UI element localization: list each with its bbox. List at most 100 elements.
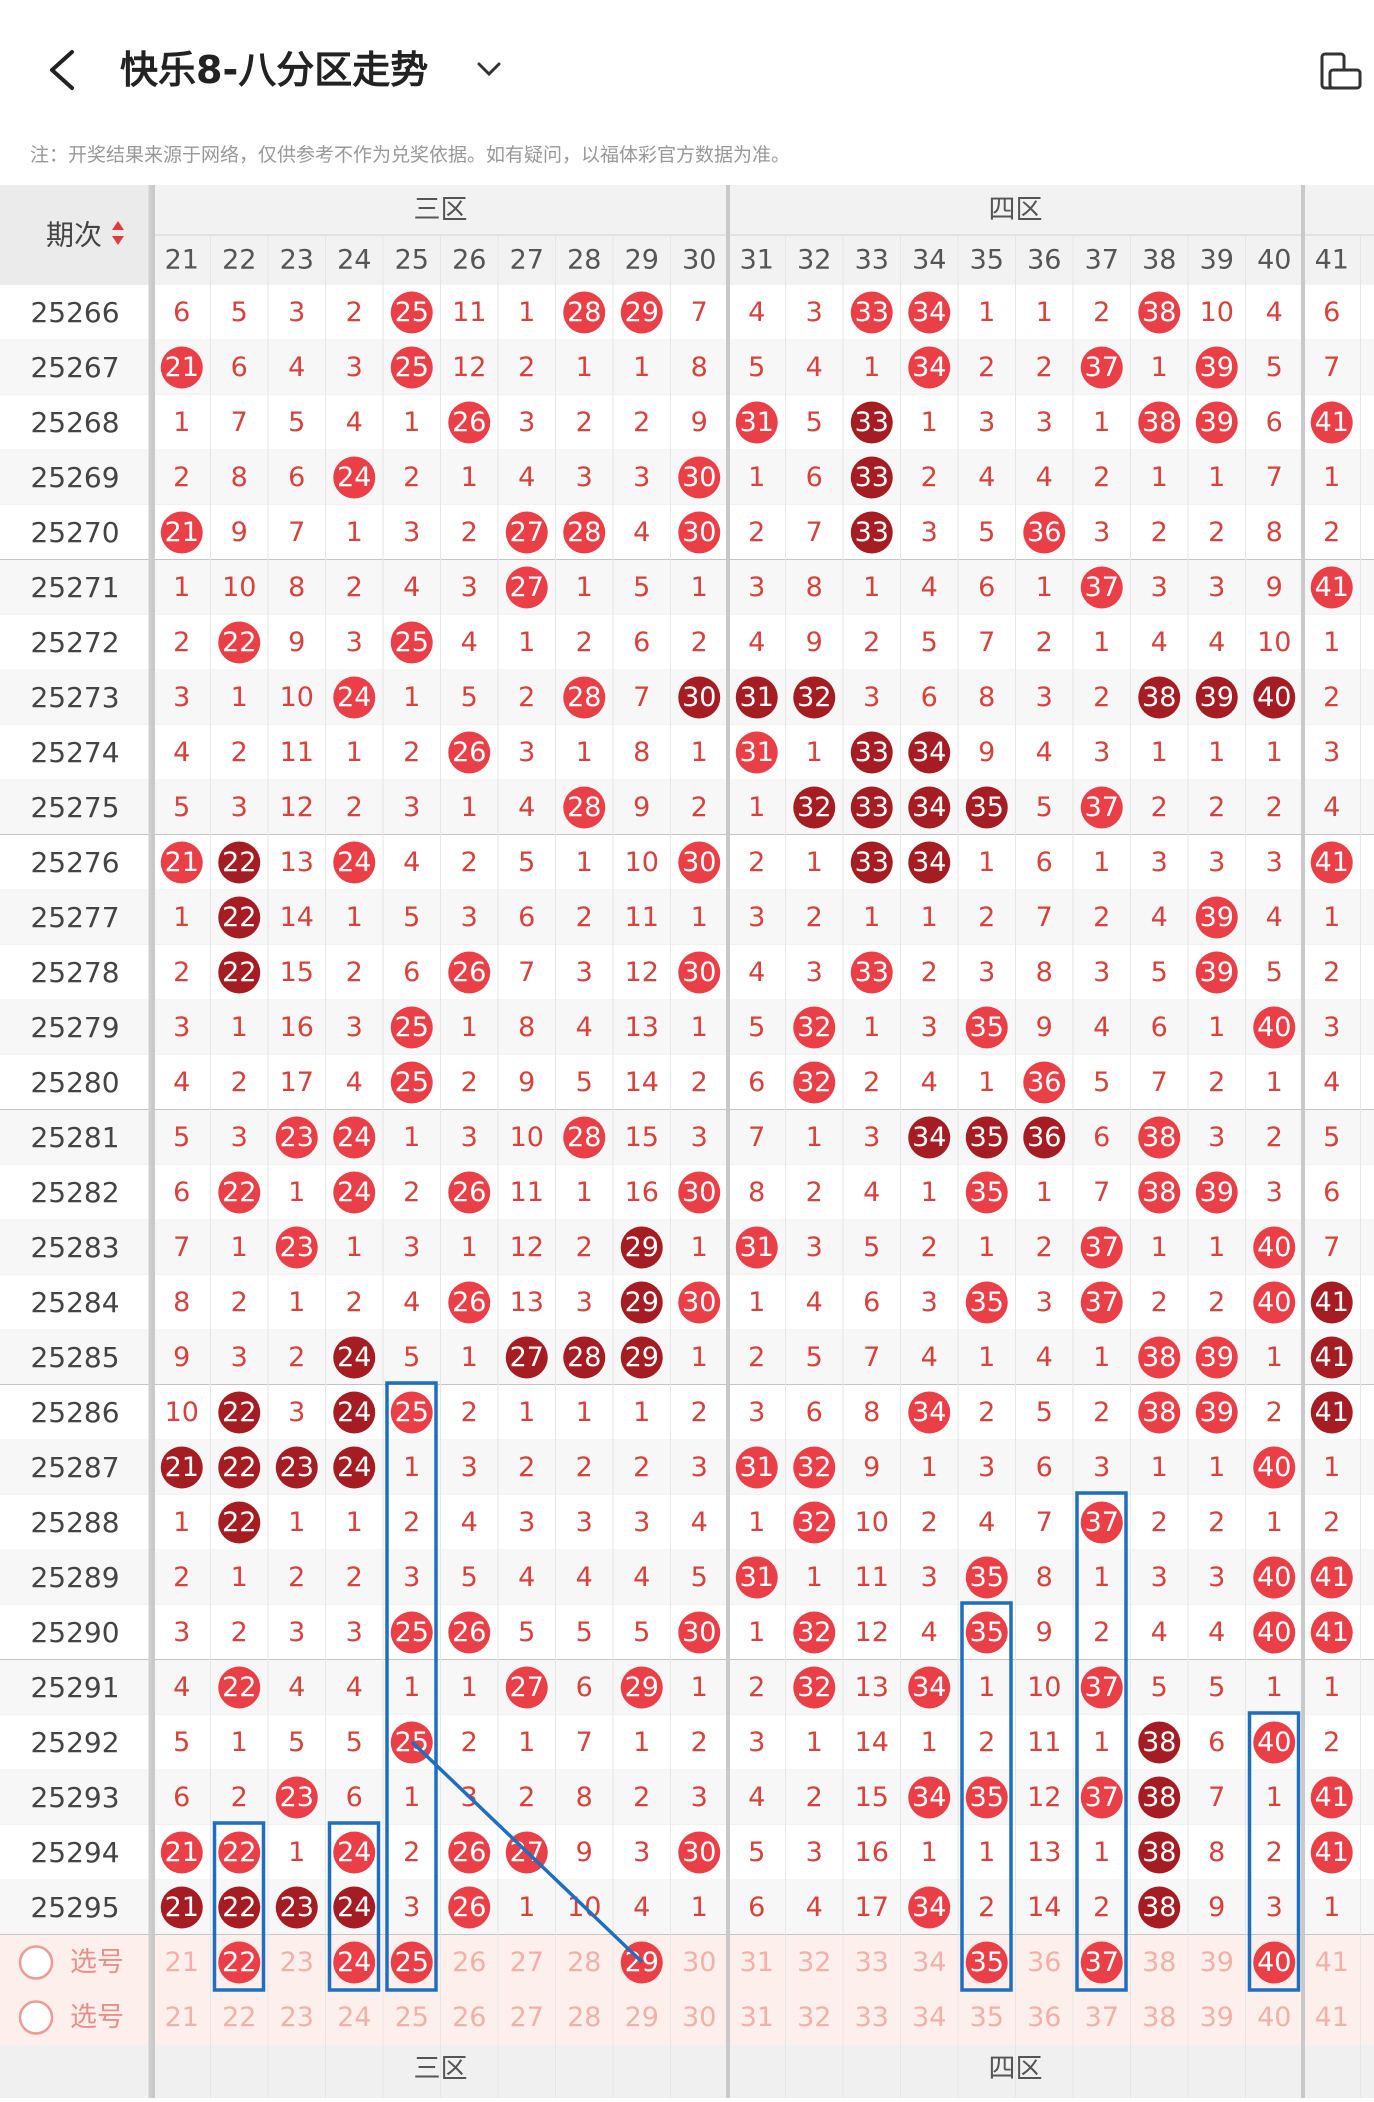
select-number[interactable]: 25	[395, 1947, 429, 1978]
miss-count: 6	[173, 1782, 190, 1813]
select-number[interactable]: 30	[682, 2002, 716, 2033]
miss-count: 1	[921, 902, 938, 933]
miss-count: 9	[288, 627, 305, 658]
hit-number: 34	[912, 1782, 946, 1813]
miss-count: 3	[231, 1342, 248, 1373]
miss-count: 4	[863, 1177, 880, 1208]
select-number[interactable]: 33	[855, 2002, 889, 2033]
select-number[interactable]: 23	[280, 2002, 314, 2033]
select-number[interactable]: 23	[280, 1947, 314, 1978]
miss-count: 1	[863, 902, 880, 933]
select-number[interactable]: 31	[740, 1947, 774, 1978]
select-number[interactable]: 34	[912, 2002, 946, 2033]
miss-count: 1	[978, 847, 995, 878]
page-title[interactable]: 快乐8-八分区走势	[120, 48, 428, 92]
select-number[interactable]: 32	[797, 2002, 831, 2033]
select-radio[interactable]	[18, 2000, 54, 2035]
miss-count: 1	[288, 1507, 305, 1538]
miss-count: 4	[921, 572, 938, 603]
miss-count: 8	[1036, 957, 1053, 988]
select-number[interactable]: 26	[452, 1947, 486, 1978]
select-number[interactable]: 34	[912, 1947, 946, 1978]
miss-count: 5	[633, 572, 650, 603]
select-number[interactable]: 36	[1027, 1947, 1061, 1978]
miss-count: 4	[403, 1287, 420, 1318]
select-number[interactable]: 40	[1257, 2002, 1291, 2033]
miss-count: 3	[346, 352, 363, 383]
miss-count: 1	[691, 1012, 708, 1043]
column-number: 29	[625, 245, 659, 276]
hit-ball	[1023, 1061, 1066, 1104]
miss-count: 1	[921, 1452, 938, 1483]
miss-count: 1	[691, 737, 708, 768]
hit-number: 30	[682, 1617, 716, 1648]
select-number[interactable]: 21	[165, 2002, 199, 2033]
select-number[interactable]: 35	[970, 2002, 1004, 2033]
select-number[interactable]: 28	[567, 2002, 601, 2033]
period: 25291	[30, 1671, 119, 1704]
miss-count: 4	[346, 1067, 363, 1098]
select-number[interactable]: 21	[165, 1947, 199, 1978]
miss-count: 6	[1151, 1012, 1168, 1043]
hit-number: 34	[912, 847, 946, 878]
hit-number: 39	[1200, 1397, 1234, 1428]
select-number[interactable]: 24	[337, 1947, 371, 1978]
hit-number: 22	[222, 1672, 256, 1703]
orientation-button[interactable]	[1320, 52, 1362, 90]
hit-number: 40	[1257, 1287, 1291, 1318]
hit-number: 37	[1085, 352, 1119, 383]
miss-count: 2	[1151, 1287, 1168, 1318]
annotation-box	[212, 1821, 266, 1992]
miss-count: 5	[576, 1617, 593, 1648]
hit-ball	[1310, 1556, 1353, 1599]
hit-ball	[1195, 951, 1238, 994]
select-number[interactable]: 41	[1315, 2002, 1349, 2033]
miss-count: 1	[863, 1012, 880, 1043]
hit-ball	[218, 1886, 261, 1929]
annotation-box	[385, 1381, 438, 1992]
hit-ball	[1253, 1556, 1296, 1599]
select-number[interactable]: 38	[1142, 2002, 1176, 2033]
select-number[interactable]: 37	[1085, 1947, 1119, 1978]
select-number[interactable]: 26	[452, 2002, 486, 2033]
select-number[interactable]: 40	[1257, 1947, 1291, 1978]
select-number[interactable]: 39	[1200, 1947, 1234, 1978]
select-number[interactable]: 24	[337, 2002, 371, 2033]
miss-count: 1	[576, 572, 593, 603]
select-number[interactable]: 27	[510, 2002, 544, 2033]
miss-count: 2	[1208, 517, 1225, 548]
select-number[interactable]: 22	[222, 1947, 256, 1978]
hit-ball	[965, 786, 1008, 829]
select-number[interactable]: 35	[970, 1947, 1004, 1978]
select-radio[interactable]	[18, 1945, 54, 1980]
select-number[interactable]: 33	[855, 1947, 889, 1978]
hit-ball	[1138, 1886, 1181, 1929]
select-number[interactable]: 27	[510, 1947, 544, 1978]
select-number[interactable]: 30	[682, 1947, 716, 1978]
hit-number: 32	[797, 1617, 831, 1648]
select-number[interactable]: 28	[567, 1947, 601, 1978]
hit-number: 28	[567, 517, 601, 548]
select-number[interactable]: 25	[395, 2002, 429, 2033]
miss-count: 5	[806, 407, 823, 438]
select-number[interactable]: 29	[625, 2002, 659, 2033]
select-number[interactable]: 38	[1142, 1947, 1176, 1978]
select-number[interactable]: 36	[1027, 2002, 1061, 2033]
hit-number: 22	[222, 627, 256, 658]
select-number[interactable]: 37	[1085, 2002, 1119, 2033]
select-number[interactable]: 32	[797, 1947, 831, 1978]
hit-ball	[1310, 1831, 1353, 1874]
miss-count: 8	[576, 1782, 593, 1813]
selected-ball	[1253, 1941, 1296, 1984]
select-number[interactable]: 31	[740, 2002, 774, 2033]
miss-count: 6	[1208, 1727, 1225, 1758]
select-number[interactable]: 22	[222, 2002, 256, 2033]
back-button[interactable]	[50, 50, 74, 90]
select-number[interactable]: 39	[1200, 2002, 1234, 2033]
miss-count: 1	[1093, 1727, 1110, 1758]
dropdown-arrow[interactable]	[477, 62, 501, 77]
miss-count: 1	[576, 352, 593, 383]
select-number[interactable]: 41	[1315, 1947, 1349, 1978]
miss-count: 5	[748, 1837, 765, 1868]
